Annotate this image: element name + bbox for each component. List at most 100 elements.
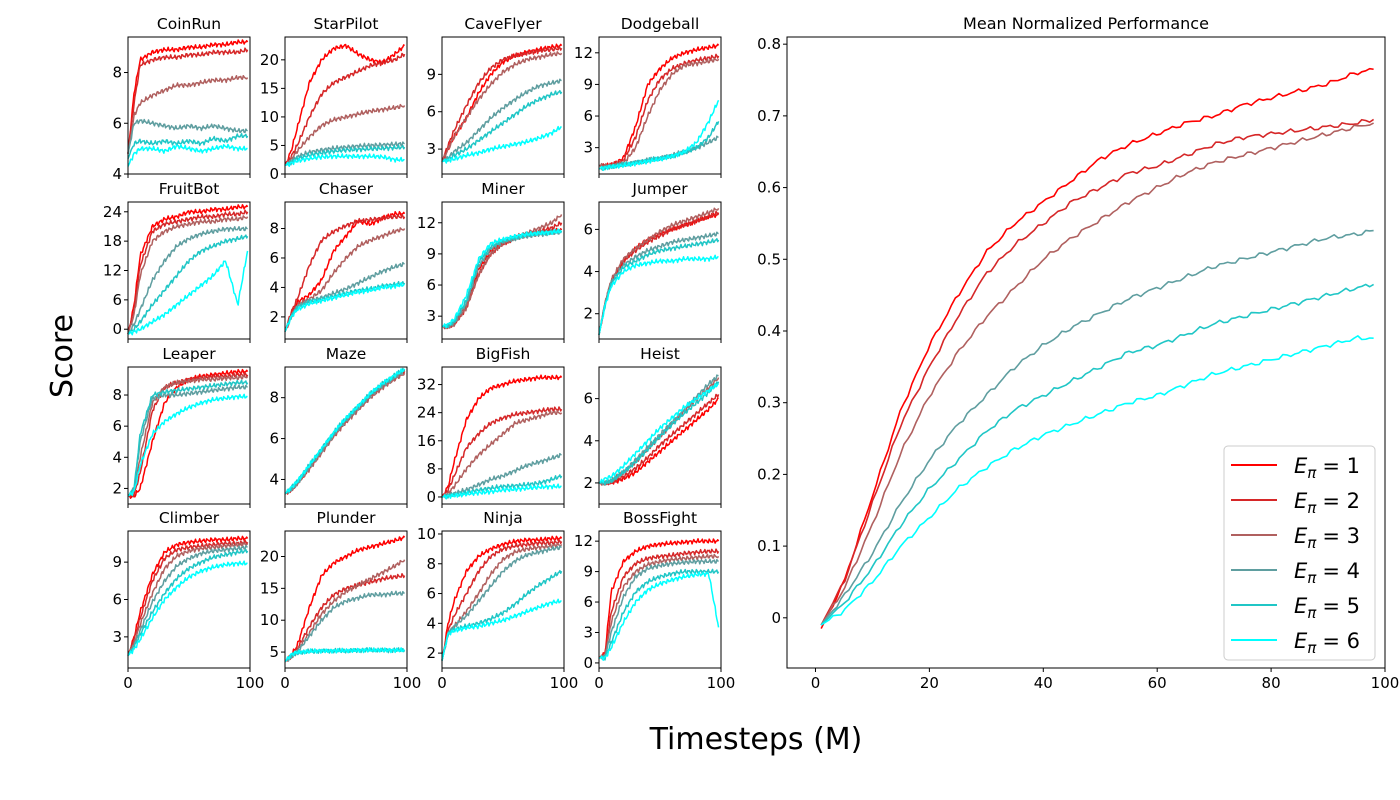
series-line-5 bbox=[820, 283, 1375, 626]
plot-title: Heist bbox=[640, 345, 680, 363]
plot-bigfish: 0 8 16 24 32 BigFish bbox=[417, 345, 565, 508]
y-tick-label: 9 bbox=[426, 65, 436, 83]
y-tick-label: 15 bbox=[260, 579, 279, 597]
y-tick-label: 6 bbox=[426, 103, 436, 121]
series-line-4 bbox=[127, 225, 248, 335]
y-tick-label: 2 bbox=[269, 308, 279, 326]
y-tick-label: 9 bbox=[426, 245, 436, 263]
series-line-6 bbox=[598, 254, 719, 335]
legend-label: Eπ = 1 bbox=[1294, 454, 1360, 482]
legend-entry: Eπ = 1 bbox=[1231, 454, 1360, 482]
series-line-1 bbox=[599, 43, 720, 169]
y-tick-label: 4 bbox=[583, 432, 593, 450]
axes-frame bbox=[284, 530, 408, 669]
legend-label: Eπ = 3 bbox=[1294, 524, 1360, 552]
y-tick-label: 6 bbox=[112, 591, 122, 609]
axes-frame bbox=[598, 530, 722, 669]
y-tick-label: 6 bbox=[426, 585, 436, 603]
y-tick-label: 0 bbox=[112, 320, 122, 338]
series-line-3 bbox=[441, 542, 563, 661]
legend-entry: Eπ = 5 bbox=[1231, 594, 1360, 622]
series-line-5 bbox=[441, 89, 563, 163]
series-line-6 bbox=[284, 647, 405, 663]
x-tick-label: 0 bbox=[811, 674, 821, 692]
plot-title: Chaser bbox=[319, 180, 374, 198]
series-line-4 bbox=[284, 590, 405, 663]
y-tick-label: 12 bbox=[574, 44, 593, 62]
y-tick-label: 3 bbox=[426, 140, 436, 158]
y-tick-label: 5 bbox=[269, 643, 279, 661]
x-tick-label: 60 bbox=[1148, 674, 1167, 692]
series-line-3 bbox=[442, 214, 563, 329]
series-line-1 bbox=[598, 538, 720, 659]
series-line-6 bbox=[127, 250, 249, 336]
plot-title: CaveFlyer bbox=[464, 15, 542, 33]
series-line-2 bbox=[441, 406, 563, 498]
y-tick-label: 6 bbox=[269, 430, 279, 448]
legend: Eπ = 1 Eπ = 2 Eπ = 3 Eπ = 4 Eπ = 5 Eπ = 6 bbox=[1223, 445, 1376, 661]
series-line-1 bbox=[127, 39, 249, 154]
series-line-2 bbox=[127, 47, 249, 154]
series-line-5 bbox=[127, 234, 249, 335]
plot-title: StarPilot bbox=[314, 15, 379, 33]
series-line-3 bbox=[284, 103, 406, 166]
series-line-3 bbox=[820, 122, 1374, 626]
legend-label: Eπ = 6 bbox=[1294, 629, 1360, 657]
y-tick-label: 2 bbox=[583, 474, 593, 492]
series-line-1 bbox=[284, 535, 406, 663]
series-line-2 bbox=[598, 210, 720, 335]
y-tick-label: 4 bbox=[426, 614, 436, 632]
series-line-5 bbox=[284, 367, 406, 495]
y-tick-label: 0.3 bbox=[757, 394, 781, 412]
series-line-4 bbox=[598, 558, 719, 660]
x-tick-label: 0 bbox=[594, 674, 604, 692]
legend-label: Eπ = 4 bbox=[1294, 559, 1360, 587]
y-tick-label: 6 bbox=[112, 417, 122, 435]
legend-label: Eπ = 2 bbox=[1294, 489, 1360, 517]
y-tick-label: 0.7 bbox=[757, 107, 781, 125]
y-tick-label: 0.8 bbox=[757, 35, 781, 53]
y-tick-label: 6 bbox=[583, 107, 593, 125]
x-tick-label: 100 bbox=[236, 674, 265, 692]
y-tick-label: 2 bbox=[583, 305, 593, 323]
series-line-2 bbox=[441, 538, 563, 661]
series-line-6 bbox=[441, 228, 562, 329]
plot-title: BigFish bbox=[476, 345, 531, 363]
y-tick-label: 16 bbox=[417, 432, 436, 450]
plot-title: Dodgeball bbox=[621, 15, 700, 33]
series-line-4 bbox=[127, 118, 248, 154]
axes-frame bbox=[441, 201, 565, 340]
series-line-4 bbox=[820, 229, 1374, 626]
series-line-3 bbox=[284, 372, 406, 495]
series-line-1 bbox=[127, 204, 249, 335]
y-tick-label: 3 bbox=[426, 307, 436, 325]
axes-frame bbox=[441, 366, 565, 505]
x-axis-label: Timesteps (M) bbox=[649, 722, 863, 757]
y-tick-label: 20 bbox=[260, 51, 279, 69]
y-tick-label: 4 bbox=[112, 448, 122, 466]
x-tick-label: 20 bbox=[920, 674, 939, 692]
legend-box bbox=[1223, 445, 1376, 661]
series-line-3 bbox=[441, 410, 563, 498]
y-tick-label: 6 bbox=[112, 291, 122, 309]
y-tick-label: 0 bbox=[771, 609, 781, 627]
series-line-4 bbox=[284, 261, 405, 332]
series-line-1 bbox=[441, 374, 563, 498]
plot-jumper: 2 4 6 Jumper bbox=[583, 180, 722, 343]
plot-title: Mean Normalized Performance bbox=[963, 14, 1209, 33]
series-line-5 bbox=[441, 569, 563, 661]
series-line-6 bbox=[441, 125, 562, 164]
plot-mean-normalized-performance: 0 0.1 0.2 0.3 0.4 0.5 0.6 0.7 0.8 0 20 40 60 80 100 Mea… bbox=[757, 14, 1399, 692]
series-line-6 bbox=[820, 335, 1374, 626]
x-tick-label: 100 bbox=[393, 674, 422, 692]
y-tick-label: 0.5 bbox=[757, 250, 781, 268]
axes-frame bbox=[441, 36, 565, 175]
y-tick-label: 0.1 bbox=[757, 537, 781, 555]
series-line-6 bbox=[127, 393, 248, 497]
series-line-1 bbox=[284, 43, 406, 166]
axes-frame bbox=[284, 366, 408, 505]
y-tick-label: 4 bbox=[583, 263, 593, 281]
series-line-5 bbox=[127, 548, 249, 656]
axes-frame bbox=[786, 36, 1386, 669]
